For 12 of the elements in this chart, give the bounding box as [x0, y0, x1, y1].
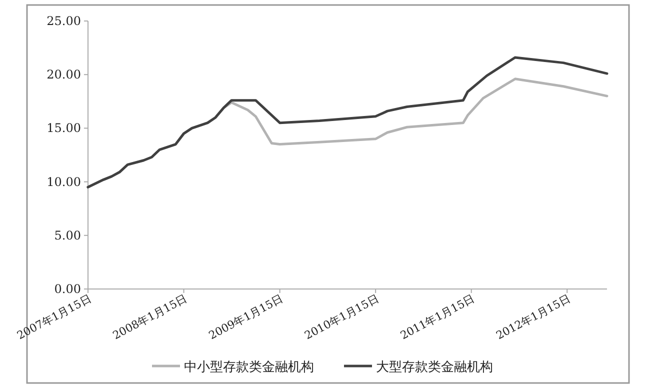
x-tick-label: 2012年1月15日 — [494, 292, 573, 342]
x-tick-label: 2011年1月15日 — [398, 292, 477, 342]
y-tick-label: 10.00 — [46, 174, 81, 189]
y-tick-label: 15.00 — [46, 121, 81, 136]
legend-label: 中小型存款类金融机构 — [184, 360, 314, 375]
x-tick-label: 2010年1月15日 — [302, 292, 381, 342]
y-tick-label: 0.00 — [54, 282, 81, 296]
y-tick-label: 5.00 — [54, 228, 81, 242]
y-tick-label: 25.00 — [46, 14, 81, 28]
legend-label: 大型存款类金融机构 — [376, 360, 493, 375]
x-tick-label: 2009年1月15日 — [206, 292, 286, 342]
y-tick-label: 20.00 — [46, 68, 81, 82]
